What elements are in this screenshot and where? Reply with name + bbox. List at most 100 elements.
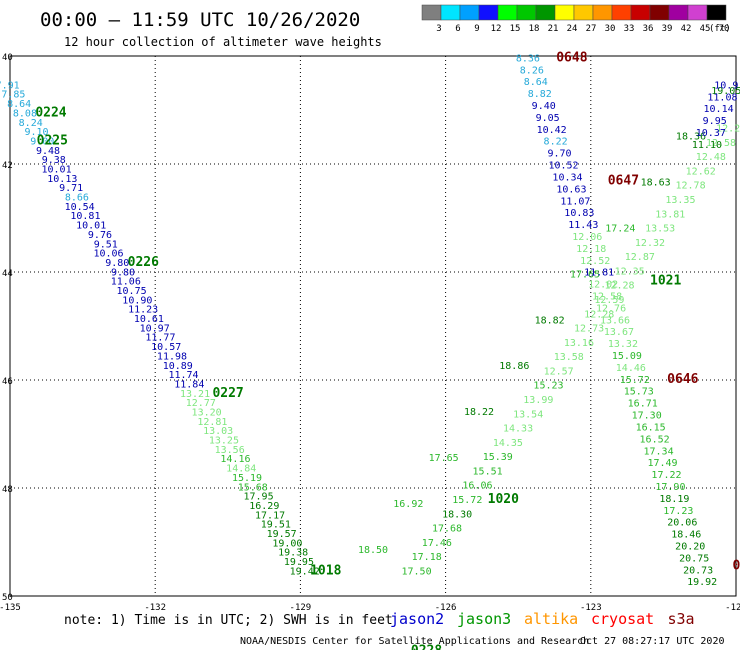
wave-height-label: 18.22	[464, 407, 494, 418]
longitude-tick-label: -126	[435, 603, 457, 613]
satellite-legend-label: cryosat	[591, 610, 654, 628]
wave-height-label: 9.71	[59, 183, 83, 194]
wave-height-label: 13.20	[192, 408, 222, 419]
wave-height-label: 17.95	[243, 492, 273, 503]
latitude-ticks: 40 42 44 46 48 50	[2, 53, 13, 603]
legend-bin-label: 21	[548, 24, 559, 34]
wave-height-label: 10.34	[552, 172, 582, 183]
wave-height-label: 12.57	[544, 366, 574, 377]
page-title: 00:00 – 11:59 UTC 10/26/2020	[40, 9, 360, 31]
legend-bin-label: 24	[567, 24, 578, 34]
wave-height-label: 15.73	[624, 387, 654, 398]
wave-height-label: 10.01	[42, 165, 72, 176]
wave-height-label: 18.46	[671, 530, 701, 541]
wave-height-label: 13.56	[215, 445, 245, 456]
latitude-tick-label: 48	[2, 485, 13, 495]
pass-time-label: 0224	[35, 105, 66, 120]
wave-height-label: 10.81	[70, 211, 100, 222]
wave-height-label: 11.74	[168, 370, 198, 381]
wave-height-label: 12.24	[716, 124, 740, 135]
wave-height-label: 7.91	[0, 80, 20, 91]
wave-height-label: 9.40	[532, 101, 556, 112]
legend-swatch	[592, 4, 613, 21]
wave-height-label: 10.01	[76, 221, 106, 232]
legend-swatch	[440, 4, 461, 21]
wave-height-label: 12.02	[588, 280, 618, 291]
legend-bin-label: 36	[643, 24, 654, 34]
wave-height-label: 12.28	[584, 309, 614, 320]
pass-time-label: 0648	[556, 50, 587, 65]
wave-height-label: 18.36	[676, 132, 706, 143]
wave-height-label: 9.00	[30, 136, 54, 147]
wave-height-label: 12.18	[576, 244, 606, 255]
legend-swatch	[535, 4, 556, 21]
wave-height-label: 13.21	[180, 389, 210, 400]
wave-height-label: 11.98	[157, 351, 187, 362]
pass-time-label: 0647	[608, 173, 639, 188]
wave-height-label: 20.75	[679, 553, 709, 564]
wave-height-label: 20.20	[675, 541, 705, 552]
wave-height-label: 17.24	[605, 224, 635, 235]
legend-swatch	[706, 4, 727, 21]
latitude-tick-label: 42	[2, 161, 13, 171]
legend-swatch	[668, 4, 689, 21]
legend-swatch	[478, 4, 499, 21]
wave-height-label: 8.64	[524, 77, 548, 88]
wave-height-label: 12.76	[596, 303, 626, 314]
legend-swatch	[649, 4, 670, 21]
wave-height-label: 16.52	[640, 434, 670, 445]
color-legend: 3 6 9 12 15 18 21 24 27 30 33 36 39 42 45 70	[421, 4, 729, 34]
wave-height-label: 18.63	[641, 178, 671, 189]
wave-height-label: 13.35	[665, 195, 695, 206]
legend-unit: (ft)	[709, 24, 731, 34]
wave-height-label: 17.90	[655, 482, 685, 493]
pass-time-label: 0227	[212, 386, 243, 401]
wave-height-label: 12.32	[635, 238, 665, 249]
wave-height-label: 9.80	[111, 267, 135, 278]
wave-height-label: 10.61	[134, 314, 164, 325]
wave-height-label: 19.42	[290, 566, 320, 577]
wave-height-label: 13.99	[523, 395, 553, 406]
wave-height-label: 16.15	[636, 422, 666, 433]
wave-height-label: 10.97	[140, 323, 170, 334]
wave-height-label: 8.82	[528, 89, 552, 100]
gridlines	[10, 56, 736, 596]
legend-swatch	[554, 4, 575, 21]
latitude-tick-label: 40	[2, 53, 13, 63]
wave-height-label: 10.9	[714, 80, 738, 91]
wave-height-label: 17.65	[570, 269, 600, 280]
legend-bin-label: 45	[700, 24, 711, 34]
wave-height-label: 17.65	[429, 453, 459, 464]
wave-height-label: 15.72	[620, 375, 650, 386]
wave-height-label: 17.23	[663, 506, 693, 517]
latitude-tick-label: 44	[2, 269, 13, 279]
wave-height-label: 16.06	[462, 481, 492, 492]
wave-height-label: 17.22	[651, 470, 681, 481]
footer-credit: NOAA/NESDIS Center for Satellite Applica…	[240, 636, 589, 647]
wave-height-label: 10.52	[548, 161, 578, 172]
legend-bin-label: 39	[662, 24, 673, 34]
wave-height-label: 11.84	[174, 379, 204, 390]
wave-height-label: 14.46	[616, 363, 646, 374]
legend-swatch	[687, 4, 708, 21]
wave-height-label: 8.24	[19, 118, 43, 129]
wave-height-label: 9.76	[88, 230, 112, 241]
wave-height-label: 13.81	[655, 209, 685, 220]
wave-height-label: 10.63	[556, 184, 586, 195]
legend-swatch	[611, 4, 632, 21]
wave-height-label: 14.84	[226, 464, 256, 475]
wave-height-label: 11.23	[128, 305, 158, 316]
wave-height-label: 17.49	[647, 458, 677, 469]
wave-height-label: 8.64	[7, 99, 31, 110]
wave-height-label: 16.92	[393, 499, 423, 510]
wave-height-label: 12.58	[706, 138, 736, 149]
wave-height-label: 17.30	[632, 411, 662, 422]
wave-height-label: 12.52	[580, 256, 610, 267]
wave-height-label: 8.66	[65, 193, 89, 204]
wave-height-label: 20.06	[667, 518, 697, 529]
wave-height-label: 10.83	[564, 208, 594, 219]
satellite-track: 18.50 16.92 17.65 18.22 18.86 18.82 17.65 17.24…	[358, 86, 740, 556]
legend-bin-label: 33	[624, 24, 635, 34]
legend-swatch	[421, 4, 442, 21]
